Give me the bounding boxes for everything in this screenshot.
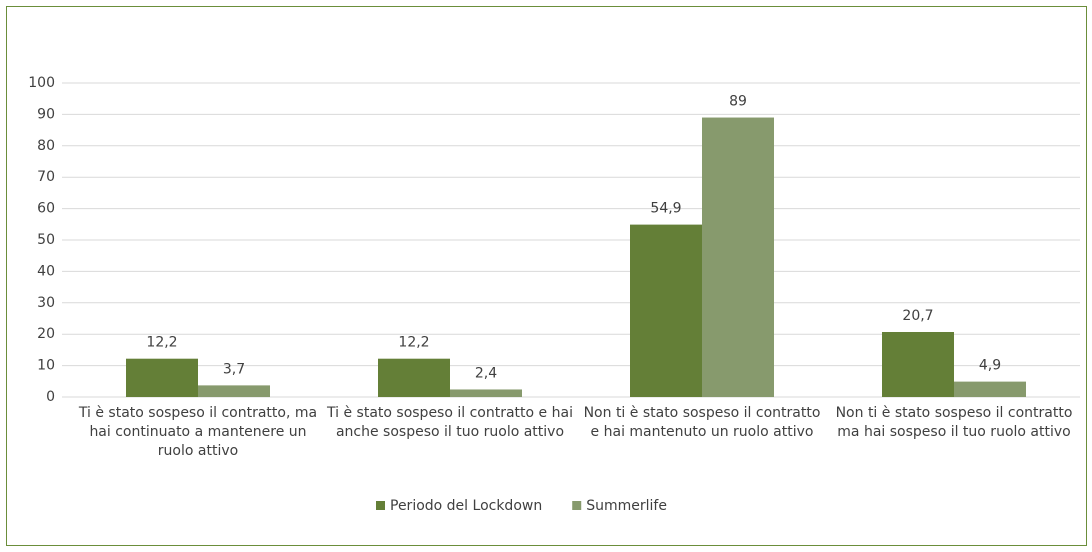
chart-border — [6, 6, 1087, 546]
y-tick-label: 20 — [37, 326, 55, 342]
data-label: 3,7 — [223, 361, 245, 377]
bar — [630, 224, 702, 397]
data-label: 4,9 — [979, 358, 1001, 374]
legend-swatch — [572, 501, 582, 510]
data-label: 12,2 — [146, 335, 177, 351]
data-label: 20,7 — [902, 308, 933, 324]
x-tick-label: Non ti è stato sospeso il contratto ma h… — [835, 405, 1073, 440]
y-tick-label: 80 — [37, 138, 55, 154]
y-tick-label: 40 — [37, 263, 55, 279]
y-tick-label: 0 — [46, 389, 55, 405]
x-tick-label: Ti è stato sospeso il contratto, ma hai … — [78, 405, 318, 459]
x-tick-label: Non ti è stato sospeso il contratto e ha… — [583, 405, 821, 440]
bar — [126, 358, 198, 397]
y-tick-label: 30 — [37, 295, 55, 311]
y-tick-label: 90 — [37, 106, 55, 122]
y-tick-label: 10 — [37, 358, 55, 374]
legend-swatch — [376, 501, 385, 510]
y-tick-label: 50 — [37, 232, 55, 248]
data-label: 12,2 — [398, 335, 429, 351]
bar — [954, 381, 1026, 397]
y-tick-label: 100 — [28, 75, 55, 91]
x-tick-label: Ti è stato sospeso il contratto e hai an… — [327, 405, 573, 440]
data-label: 54,9 — [650, 201, 681, 217]
y-tick-label: 60 — [37, 201, 55, 217]
legend-label: Periodo del Lockdown — [390, 498, 542, 514]
data-label: 2,4 — [475, 365, 497, 381]
legend-label: Summerlife — [586, 498, 667, 514]
bar — [882, 332, 954, 397]
bar — [702, 117, 774, 397]
data-label: 89 — [729, 94, 747, 110]
y-tick-label: 70 — [37, 169, 55, 185]
bar — [378, 358, 450, 397]
bar — [450, 389, 522, 397]
bar — [198, 385, 270, 397]
